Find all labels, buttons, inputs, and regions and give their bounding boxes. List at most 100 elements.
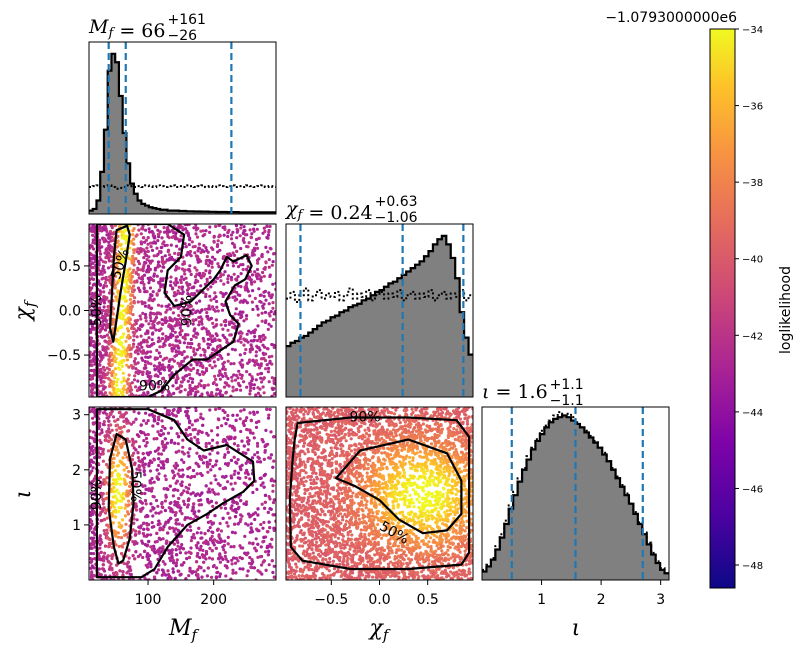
scatter-point bbox=[126, 491, 130, 495]
scatter-point bbox=[118, 367, 122, 371]
scatter-point bbox=[118, 243, 122, 247]
scatter-point bbox=[106, 416, 110, 420]
scatter-point bbox=[170, 556, 174, 560]
scatter-point bbox=[126, 474, 130, 478]
scatter-point bbox=[254, 354, 258, 358]
scatter-point bbox=[117, 261, 121, 265]
scatter-point bbox=[151, 241, 155, 245]
scatter-point bbox=[214, 280, 218, 284]
scatter-point bbox=[239, 340, 243, 344]
scatter-point bbox=[122, 425, 126, 429]
scatter-point bbox=[203, 307, 207, 311]
scatter-point bbox=[272, 381, 276, 385]
scatter-point bbox=[235, 502, 239, 506]
scatter-point bbox=[218, 574, 222, 579]
scatter-point bbox=[106, 559, 110, 564]
scatter-point bbox=[194, 407, 198, 410]
scatter-point bbox=[112, 530, 116, 534]
scatter-point bbox=[99, 441, 103, 445]
scatter-point bbox=[204, 269, 208, 273]
scatter-point bbox=[107, 367, 111, 372]
scatter-point bbox=[248, 347, 252, 351]
scatter-point bbox=[89, 409, 94, 413]
scatter-point bbox=[180, 480, 184, 484]
scatter-point bbox=[146, 432, 150, 437]
scatter-point bbox=[155, 531, 159, 536]
scatter-point bbox=[236, 275, 240, 279]
scatter-point bbox=[216, 433, 220, 437]
scatter-point bbox=[137, 228, 141, 232]
scatter-point bbox=[252, 412, 256, 416]
scatter-point bbox=[99, 507, 103, 511]
scatter-point bbox=[197, 246, 201, 250]
scatter-point bbox=[182, 306, 186, 310]
scatter-point bbox=[182, 341, 186, 345]
scatter-point bbox=[249, 565, 253, 569]
scatter-point bbox=[262, 302, 266, 306]
scatter-point bbox=[127, 373, 131, 377]
scatter-point bbox=[259, 545, 263, 549]
scatter-point bbox=[210, 265, 214, 269]
scatter-point bbox=[226, 524, 230, 528]
scatter-point bbox=[150, 248, 155, 252]
scatter-point bbox=[138, 553, 142, 557]
scatter-point bbox=[205, 280, 209, 284]
scatter-point bbox=[226, 450, 230, 454]
scatter-point bbox=[254, 242, 259, 246]
scatter-point bbox=[121, 492, 126, 496]
scatter-point bbox=[150, 338, 154, 342]
scatter-point bbox=[107, 291, 112, 295]
scatter-point bbox=[117, 426, 121, 430]
scatter-point bbox=[261, 481, 265, 485]
scatter-point bbox=[175, 518, 179, 522]
scatter-point bbox=[137, 459, 141, 463]
scatter-point bbox=[171, 408, 175, 412]
scatter-point bbox=[264, 245, 268, 249]
scatter-point bbox=[246, 265, 250, 269]
scatter-point bbox=[121, 415, 125, 419]
scatter-point bbox=[267, 520, 271, 524]
scatter-point bbox=[245, 233, 249, 237]
scatter-point bbox=[215, 539, 219, 544]
scatter-point bbox=[195, 348, 199, 352]
scatter-point bbox=[248, 428, 252, 432]
scatter-point bbox=[89, 373, 92, 378]
scatter-point bbox=[135, 482, 139, 486]
scatter-point bbox=[217, 373, 221, 378]
scatter-point bbox=[148, 469, 153, 473]
scatter-point bbox=[230, 562, 234, 566]
scatter-point bbox=[218, 572, 222, 576]
scatter-point bbox=[125, 283, 129, 287]
scatter-point bbox=[239, 499, 243, 503]
scatter-point bbox=[102, 529, 106, 533]
scatter-point bbox=[255, 410, 259, 414]
scatter-point bbox=[89, 510, 92, 514]
scatter-point bbox=[171, 494, 175, 498]
Mf-hist-title: Mf = 66 bbox=[88, 16, 165, 42]
scatter-point bbox=[160, 322, 164, 326]
scatter-point bbox=[89, 560, 93, 564]
scatter-point bbox=[239, 226, 243, 230]
scatter-point bbox=[149, 565, 153, 569]
Mf-hist-frame bbox=[88, 41, 277, 215]
scatter-point bbox=[122, 384, 126, 388]
scatter-point bbox=[263, 500, 267, 504]
scatter-point bbox=[267, 230, 271, 234]
scatter-point bbox=[196, 368, 200, 373]
scatter-point bbox=[168, 307, 172, 311]
scatter-point bbox=[245, 553, 249, 557]
scatter-point bbox=[233, 507, 238, 512]
scatter-point bbox=[101, 422, 106, 426]
scatter-point bbox=[89, 355, 92, 359]
scatter-point bbox=[91, 444, 95, 448]
scatter-point bbox=[181, 547, 185, 551]
scatter-point bbox=[268, 224, 272, 229]
scatter-point bbox=[166, 569, 170, 573]
scatter-point bbox=[91, 261, 95, 265]
scatter-point bbox=[124, 299, 129, 303]
scatter-point bbox=[219, 556, 224, 560]
scatter-point bbox=[205, 311, 209, 315]
scatter-point bbox=[217, 338, 221, 342]
scatter-point bbox=[229, 458, 233, 462]
scatter-point bbox=[195, 554, 199, 558]
